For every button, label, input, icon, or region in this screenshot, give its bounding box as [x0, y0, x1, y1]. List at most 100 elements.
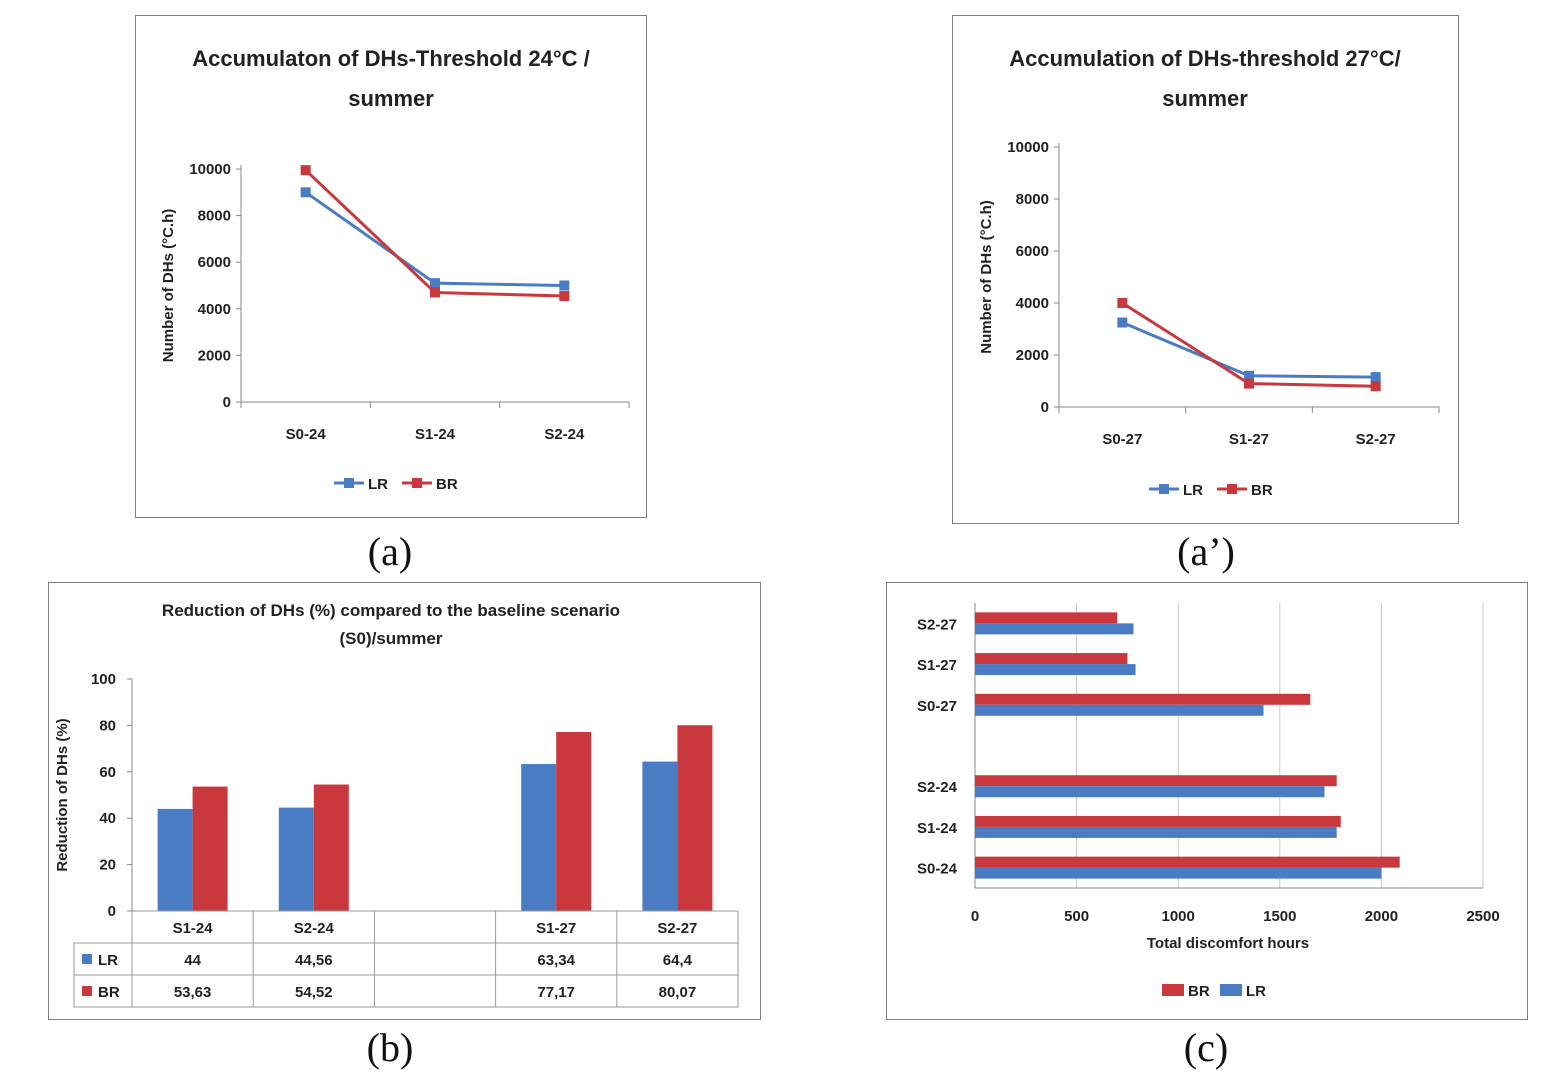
data-point-LR: [1244, 370, 1254, 381]
bar-LR: [157, 808, 193, 911]
bar-BR: [975, 856, 1400, 868]
y-tick-label: 2000: [1016, 347, 1049, 364]
legend-label-LR: LR: [1183, 482, 1203, 499]
y-category-label: S0-24: [917, 861, 958, 878]
table-category-label: S2-27: [657, 920, 697, 937]
bar-LR: [975, 786, 1325, 798]
bar-LR: [975, 867, 1382, 879]
chart-a: Accumulaton of DHs-Threshold 24°C / summe…: [160, 46, 630, 493]
chart-title: (S0)/summer: [340, 629, 443, 648]
y-axis-label: Reduction of DHs (%): [54, 718, 71, 871]
legend-marker-LR: [1159, 484, 1169, 494]
bar-BR: [975, 612, 1118, 624]
bar-LR: [521, 764, 557, 911]
panel-a-prime: Accumulation of DHs-threshold 27°C/summe…: [952, 15, 1459, 524]
x-tick-label: S1-27: [1229, 431, 1269, 448]
x-tick-label: 500: [1064, 908, 1089, 925]
x-tick-label: 2000: [1365, 908, 1398, 925]
y-tick-label: 8000: [1016, 191, 1049, 208]
bar-LR: [278, 807, 314, 911]
legend-label-BR: BR: [436, 476, 458, 493]
legend-key-LR: [82, 954, 92, 964]
panel-a: Accumulaton of DHs-Threshold 24°C / summe…: [135, 15, 647, 518]
table-value-LR: 44: [184, 952, 201, 969]
chart-title: Accumulation of DHs-threshold 27°C/: [1009, 46, 1400, 71]
y-tick-label: 0: [108, 903, 116, 920]
bar-LR: [642, 761, 678, 911]
table-value-BR: 53,63: [174, 984, 212, 1001]
legend-label-BR: BR: [98, 984, 120, 1001]
table-value-LR: 64,4: [663, 952, 693, 969]
bar-BR: [192, 786, 228, 911]
x-tick-label: 1000: [1162, 908, 1195, 925]
y-tick-label: 8000: [198, 208, 231, 225]
panel-b: Reduction of DHs (%) compared to the bas…: [48, 582, 761, 1020]
bar-BR: [313, 784, 349, 911]
data-point-LR: [300, 187, 311, 198]
y-category-label: S0-27: [917, 698, 957, 715]
y-tick-label: 40: [99, 810, 116, 827]
y-tick-label: 0: [1041, 399, 1049, 416]
legend-label-BR: BR: [1188, 983, 1210, 1000]
legend-label-LR: LR: [98, 952, 118, 969]
table-header-row: [131, 910, 739, 944]
legend-label-LR: LR: [368, 476, 388, 493]
legend-key-BR: [1162, 984, 1184, 996]
figure-label-b: (b): [366, 1025, 414, 1070]
x-tick-label: 1500: [1263, 908, 1296, 925]
bar-LR: [975, 664, 1136, 676]
y-tick-label: 10000: [1007, 139, 1049, 156]
y-tick-label: 4000: [198, 301, 231, 318]
chart-c: 0 500 1000 1500 2000 2500 S2-27 S1-27 S0-27 S2-24…: [917, 603, 1500, 1000]
legend-marker-BR: [1227, 484, 1237, 494]
y-tick-label: 20: [99, 857, 116, 874]
x-tick-label: S2-24: [544, 426, 585, 443]
y-axis-label: Number of DHs (°C.h): [160, 209, 177, 363]
legend-marker-BR: [412, 478, 422, 488]
series-line-BR: [304, 169, 565, 298]
bar-LR: [975, 623, 1134, 635]
chart-title: summer: [1162, 86, 1248, 111]
x-tick-label: S0-27: [1102, 431, 1142, 448]
legend-key-LR: [1220, 984, 1242, 996]
data-point-LR: [430, 278, 440, 289]
data-point-BR: [1244, 378, 1254, 389]
bar-BR: [975, 693, 1311, 705]
chart-title: summer: [348, 86, 434, 111]
bar-BR: [556, 731, 592, 911]
x-tick-label: 0: [971, 908, 979, 925]
y-category-label: S1-27: [917, 657, 957, 674]
figure-label-a-prime: (a’): [1177, 529, 1235, 574]
data-point-BR: [1370, 381, 1381, 392]
data-point-BR: [559, 290, 570, 301]
chart-title: Accumulaton of DHs-Threshold 24°C /: [192, 46, 590, 71]
x-tick-label: 2500: [1466, 908, 1499, 925]
chart-a-prime: Accumulation of DHs-threshold 27°C/summe…: [978, 46, 1440, 499]
legend-key-BR: [82, 986, 92, 996]
y-tick-label: 6000: [1016, 243, 1049, 260]
legend-marker-LR: [344, 478, 354, 488]
figure-label-a: (a): [367, 529, 413, 574]
y-tick-label: 0: [223, 394, 231, 411]
chart-b: Reduction of DHs (%) compared to the bas…: [54, 601, 739, 1008]
bar-LR: [975, 704, 1264, 716]
bar-BR: [975, 653, 1128, 665]
table-value-BR: 54,52: [295, 984, 333, 1001]
bar-BR: [677, 725, 713, 911]
series-line-LR: [1121, 321, 1376, 379]
table-category-label: S1-24: [173, 920, 214, 937]
data-point-BR: [1117, 298, 1128, 308]
y-tick-label: 2000: [198, 347, 231, 364]
x-tick-label: S0-24: [286, 426, 327, 443]
legend-label-LR: LR: [1246, 983, 1266, 1000]
y-tick-label: 100: [91, 671, 116, 688]
x-axis-label: Total discomfort hours: [1147, 935, 1309, 952]
y-category-label: S2-27: [917, 616, 957, 633]
bar-BR: [975, 815, 1341, 827]
data-point-LR: [559, 280, 570, 291]
data-point-BR: [300, 165, 311, 176]
table-category-label: S1-27: [536, 920, 576, 937]
y-category-label: S1-24: [917, 820, 958, 837]
bar-LR: [975, 826, 1337, 838]
table-value-BR: 77,17: [537, 984, 575, 1001]
